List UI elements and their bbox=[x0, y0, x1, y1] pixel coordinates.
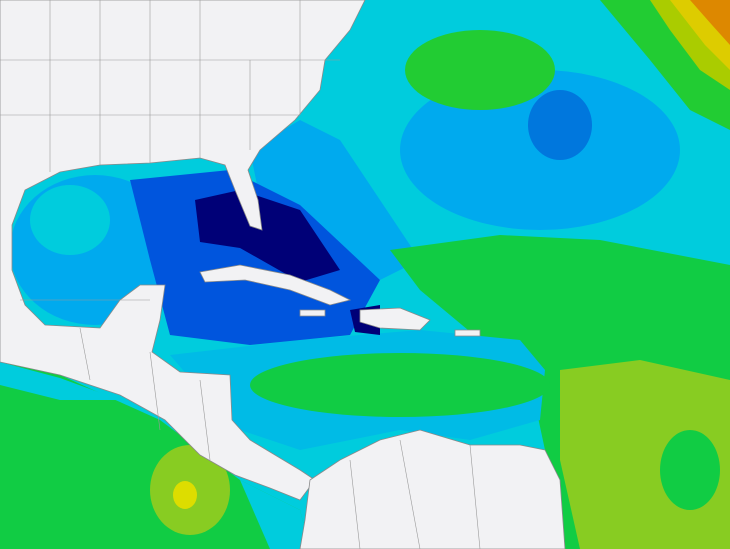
wave-zone bbox=[240, 480, 310, 549]
wave-zone bbox=[250, 353, 550, 417]
hispaniola bbox=[359, 307, 431, 331]
wave-zone bbox=[690, 0, 730, 45]
north-america bbox=[0, 0, 366, 501]
wave-zone bbox=[660, 430, 720, 510]
wave-zone bbox=[528, 90, 592, 160]
wave-zone bbox=[173, 481, 197, 509]
wave-zone bbox=[250, 120, 420, 280]
wave-zone bbox=[0, 362, 120, 400]
wave-zone bbox=[195, 190, 340, 282]
south-america bbox=[299, 429, 566, 549]
puerto-rico bbox=[454, 329, 481, 337]
wave-zone bbox=[405, 30, 555, 110]
wave-zone bbox=[30, 185, 110, 255]
wave-zone bbox=[130, 170, 380, 345]
wave-zone bbox=[0, 360, 310, 549]
jamaica bbox=[299, 309, 326, 317]
borders bbox=[0, 0, 481, 549]
cuba bbox=[199, 264, 352, 306]
